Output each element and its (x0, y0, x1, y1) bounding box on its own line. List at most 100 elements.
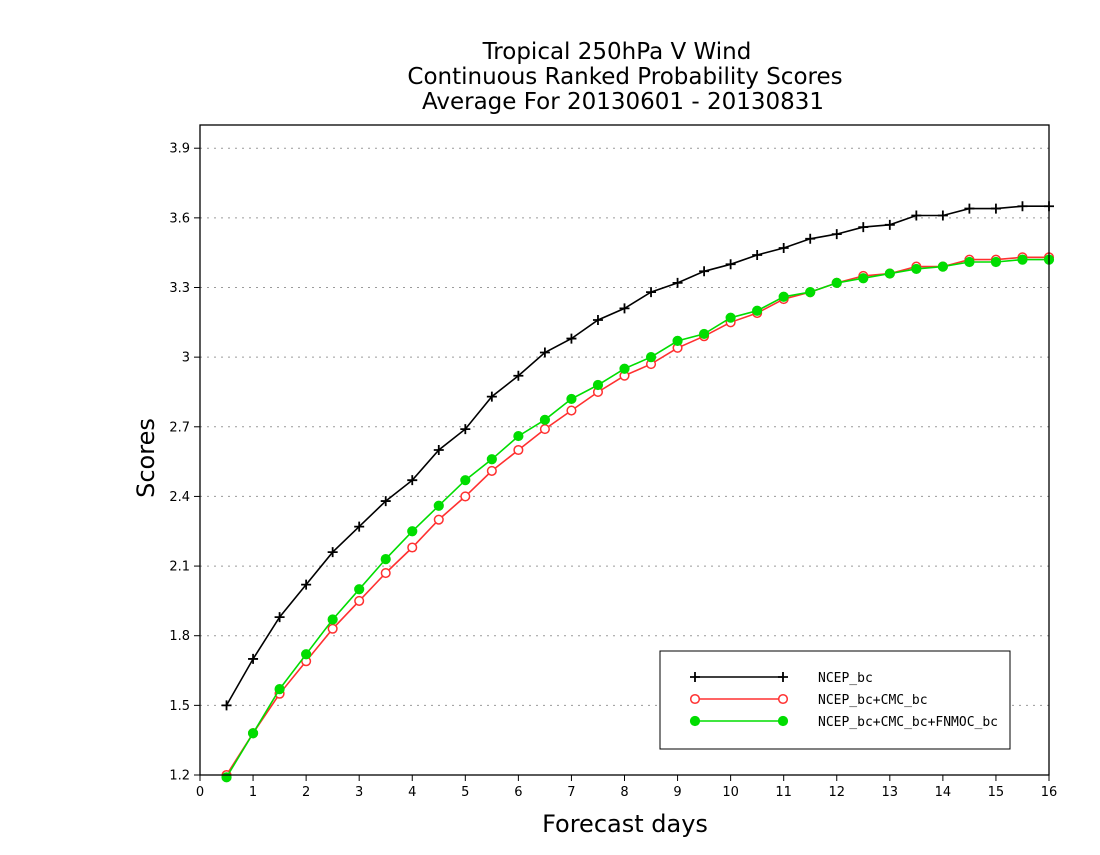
data-point-filled-circle (274, 684, 285, 695)
x-tick-label: 13 (882, 785, 899, 800)
data-point-plus (831, 229, 842, 240)
legend-item: NCEP_bc (690, 671, 873, 686)
data-point-plus (752, 250, 763, 260)
data-point-plus (1017, 201, 1028, 212)
y-tick-label: 1.2 (169, 769, 190, 784)
x-tick-label: 3 (355, 785, 363, 800)
data-point-plus (646, 287, 657, 298)
legend-box (659, 650, 1011, 750)
y-axis-label: Scores (132, 418, 160, 498)
data-point-filled-circle (752, 305, 763, 316)
x-tick-label: 9 (673, 785, 681, 800)
legend-label: NCEP_bc+CMC_bc+FNMOC_bc (818, 715, 998, 730)
chart-title-line-3: Average For 20130601 - 20130831 (422, 89, 824, 115)
data-point-filled-circle (486, 454, 497, 465)
data-point-open-circle (566, 405, 577, 416)
data-point-open-circle (354, 595, 365, 606)
data-point-plus (407, 475, 418, 486)
data-point-filled-circle (964, 256, 975, 268)
data-point-filled-circle (433, 500, 444, 511)
x-tick-label: 14 (935, 785, 952, 800)
data-point-open-circle (460, 491, 471, 502)
data-point-plus (566, 333, 577, 344)
data-point-filled-circle (645, 352, 657, 363)
data-point-plus (778, 243, 789, 254)
y-tick-label: 1.5 (169, 699, 190, 714)
data-point-filled-circle (937, 261, 948, 272)
data-point-filled-circle (354, 584, 365, 595)
data-point-plus (513, 370, 524, 381)
data-point-open-circle (407, 542, 418, 553)
data-point-filled-circle (327, 614, 338, 625)
data-point-open-circle (539, 424, 550, 435)
x-tick-label: 8 (620, 785, 628, 800)
data-point-plus (672, 277, 683, 288)
chart-title-line-2: Continuous Ranked Probability Scores (407, 64, 842, 90)
legend-label: NCEP_bc (818, 671, 873, 686)
legend-item: NCEP_bc+CMC_bc (689, 693, 928, 708)
data-point-filled-circle (380, 554, 391, 565)
x-axis-label: Forecast days (542, 810, 708, 838)
x-tick-label: 5 (461, 785, 469, 800)
data-point-plus (884, 219, 895, 230)
y-tick-label: 3.6 (169, 211, 190, 226)
data-point-plus (725, 259, 736, 270)
data-point-plus (911, 210, 922, 221)
x-tick-label: 0 (196, 785, 204, 800)
data-point-filled-circle (513, 430, 524, 442)
data-point-open-circle (380, 567, 391, 579)
data-point-plus (937, 210, 948, 221)
data-point-filled-circle (911, 263, 922, 275)
legend: NCEP_bc NCEP_bc+CMC_bc NCEP_bc+CMC_bc+FNMO… (659, 650, 1011, 750)
x-tick-label: 10 (722, 785, 739, 800)
data-point-open-circle (327, 623, 338, 634)
x-axis: 0 1 2 3 4 5 6 7 8 9 10 11 12 13 14 15 16 (196, 775, 1057, 800)
data-point-open-circle (689, 693, 701, 705)
data-point-filled-circle (858, 273, 869, 284)
data-point-plus (805, 233, 816, 244)
data-point-filled-circle (725, 312, 736, 323)
data-point-plus (354, 521, 365, 532)
data-point-filled-circle (539, 414, 551, 425)
x-tick-label: 12 (828, 785, 845, 800)
data-point-filled-circle (831, 277, 842, 288)
data-point-filled-circle (884, 268, 895, 279)
data-point-plus (486, 391, 497, 402)
x-tick-label: 16 (1041, 785, 1058, 800)
x-tick-label: 2 (302, 785, 310, 800)
data-point-plus (690, 672, 700, 682)
data-point-filled-circle (689, 715, 701, 727)
x-tick-label: 11 (775, 785, 792, 800)
x-tick-label: 4 (408, 785, 416, 800)
data-point-plus (380, 496, 391, 507)
data-point-filled-circle (301, 649, 312, 660)
data-point-filled-circle (778, 291, 789, 302)
data-point-filled-circle (592, 379, 604, 391)
data-point-plus (221, 700, 232, 711)
chart-title: Tropical 250hPa V Wind Continuous Ranked… (407, 39, 842, 115)
data-point-filled-circle (1017, 254, 1028, 265)
data-point-plus (699, 266, 710, 277)
y-tick-label: 2.1 (169, 560, 190, 575)
x-tick-label: 6 (514, 785, 522, 800)
data-point-filled-circle (247, 728, 259, 739)
series-line (225, 205, 1049, 706)
data-point-filled-circle (777, 715, 789, 727)
y-tick-label: 2.4 (169, 490, 190, 505)
legend-label: NCEP_bc+CMC_bc (818, 693, 928, 708)
data-point-plus (433, 445, 444, 455)
x-tick-label: 7 (567, 785, 575, 800)
data-point-plus (274, 612, 285, 623)
data-point-plus (990, 203, 1001, 214)
data-point-plus (592, 315, 603, 325)
data-point-filled-circle (407, 526, 418, 537)
x-tick-label: 15 (988, 785, 1005, 800)
data-point-plus (778, 672, 788, 682)
y-tick-label: 3.9 (169, 142, 190, 157)
data-point-filled-circle (672, 335, 683, 346)
data-point-open-circle (486, 465, 497, 476)
data-point-plus (964, 203, 975, 214)
y-axis: 1.2 1.5 1.8 2.1 2.4 2.7 3 3.3 3.6 3.9 (169, 142, 200, 784)
